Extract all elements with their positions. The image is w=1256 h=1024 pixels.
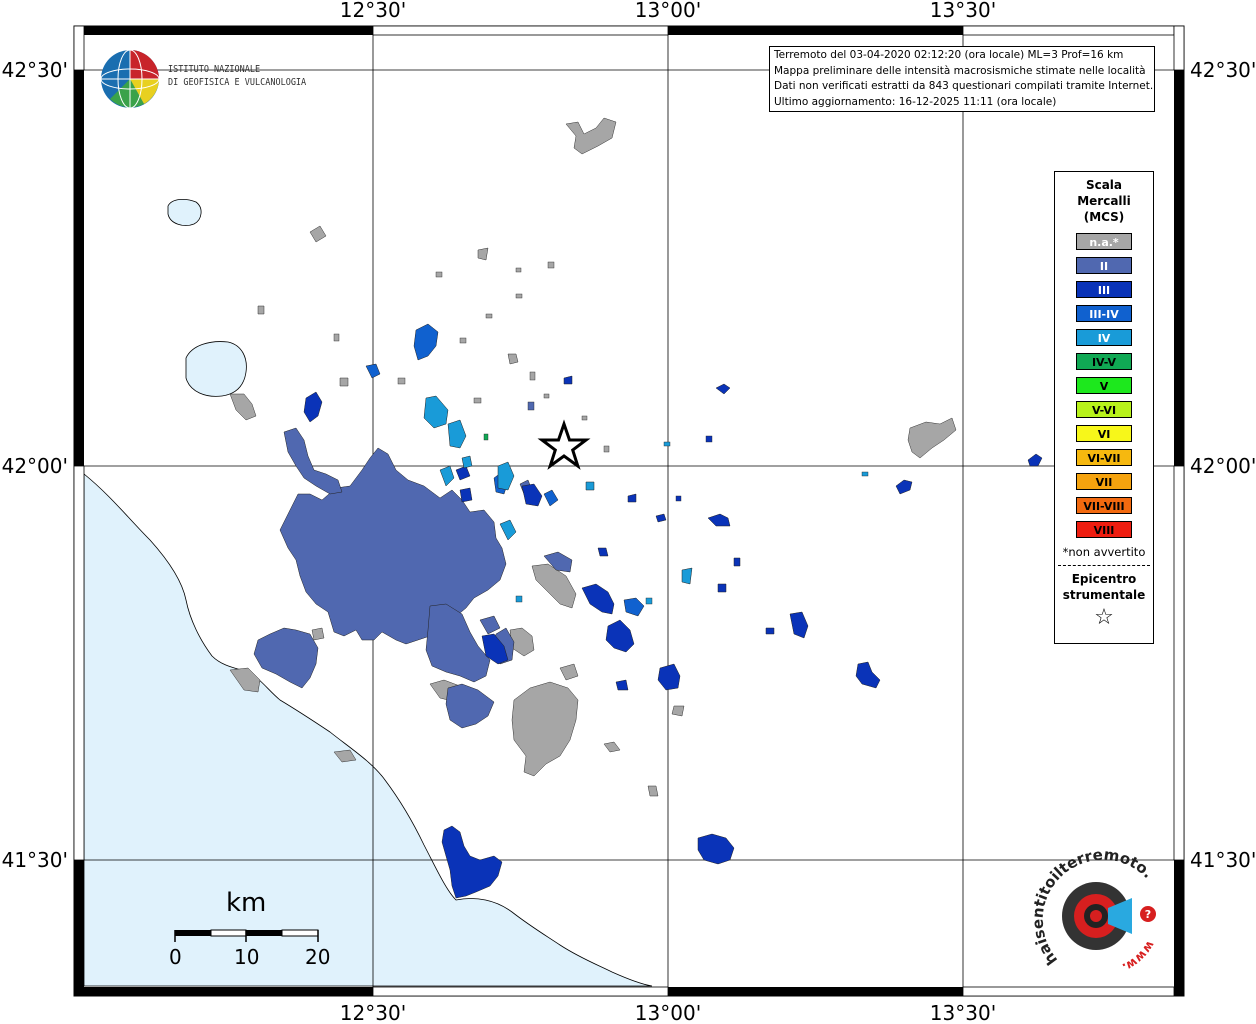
polygons-ii (253, 427, 573, 729)
polygons-iii (303, 375, 1043, 899)
sea-area (83, 473, 653, 987)
lat-label-right-3: 41°30' (1190, 848, 1256, 872)
legend-divider (1058, 565, 1150, 566)
lake-bracciano (185, 341, 247, 397)
legend-item-v: V (1076, 377, 1132, 394)
event-info-line3: Dati non verificati estratti da 843 ques… (774, 80, 1154, 92)
legend-title-3: (MCS) (1083, 210, 1125, 224)
event-info-box: Terremoto del 03-04-2020 02:12:20 (ora l… (769, 46, 1155, 112)
lat-label-right-1: 42°30' (1190, 58, 1256, 82)
legend-items: n.a.* II III III-IV IV IV-V V V-VI VI VI-VII VII VI… (1055, 233, 1153, 538)
lat-label-right-2: 42°00' (1190, 454, 1256, 478)
legend-item-viii: VIII (1076, 521, 1132, 538)
legend-item-vii-viii: VII-VIII (1076, 497, 1132, 514)
scalebar-tick-10: 10 (234, 945, 260, 969)
legend-star-icon: ☆ (1094, 605, 1114, 630)
lon-label-top-3: 13°30' (930, 0, 996, 22)
polygons-na (229, 117, 957, 797)
legend-item-iii: III (1076, 281, 1132, 298)
lon-label-bottom-2: 13°00' (635, 1001, 701, 1024)
legend-item-vi: VI (1076, 425, 1132, 442)
scalebar-unit: km (226, 888, 267, 918)
lat-label-left-3: 41°30' (2, 848, 68, 872)
lon-label-top-2: 13°00' (635, 0, 701, 22)
lat-label-left-1: 42°30' (2, 58, 68, 82)
ingv-line1: ISTITUTO NAZIONALE (168, 64, 261, 75)
lon-label-bottom-3: 13°30' (930, 1001, 996, 1024)
scale-bar (174, 929, 319, 942)
event-info-line4: Ultimo aggiornamento: 16-12-2025 11:11 (… (774, 95, 1057, 108)
legend-title-1: Scala (1085, 178, 1123, 192)
legend-item-vii: VII (1076, 473, 1132, 490)
lat-label-left-2: 42°00' (2, 454, 68, 478)
ingv-logo: ISTITUTO NAZIONALE DI GEOFISICA E VULCAN… (100, 47, 320, 111)
lake-small (167, 198, 202, 226)
lon-label-top-1: 12°30' (340, 0, 406, 22)
legend-epicenter-1: Epicentro (1071, 572, 1137, 586)
legend-item-n-a: n.a.* (1076, 233, 1132, 250)
epicenter-star-icon (537, 419, 591, 470)
svg-text:?: ? (1145, 908, 1151, 921)
scalebar-tick-20: 20 (305, 945, 331, 969)
legend-title-2: Mercalli (1077, 194, 1131, 208)
lon-label-bottom-1: 12°30' (340, 1001, 406, 1024)
legend-item-vi-vii: VI-VII (1076, 449, 1132, 466)
legend-epicenter-2: strumentale (1062, 588, 1146, 602)
polygons-small (333, 261, 869, 605)
legend-item-iii-iv: III-IV (1076, 305, 1132, 322)
graticule (84, 35, 1174, 987)
mcs-legend: Scala Mercalli (MCS) n.a.* II III III-IV IV I… (1054, 171, 1154, 644)
frame-bars (73, 25, 1185, 997)
legend-item-iv-v: IV-V (1076, 353, 1132, 370)
legend-item-v-vi: V-VI (1076, 401, 1132, 418)
legend-item-ii: II (1076, 257, 1132, 274)
event-info-line1: Terremoto del 03-04-2020 02:12:20 (ora l… (774, 49, 1124, 61)
event-info-line2: Mappa preliminare delle intensità macros… (774, 64, 1146, 77)
polygons-iv (423, 395, 693, 585)
legend-note: *non avvertito (1062, 545, 1146, 559)
ingv-line2: DI GEOFISICA E VULCANOLOGIA (168, 77, 307, 88)
scalebar-tick-0: 0 (169, 945, 182, 969)
legend-item-iv: IV (1076, 329, 1132, 346)
